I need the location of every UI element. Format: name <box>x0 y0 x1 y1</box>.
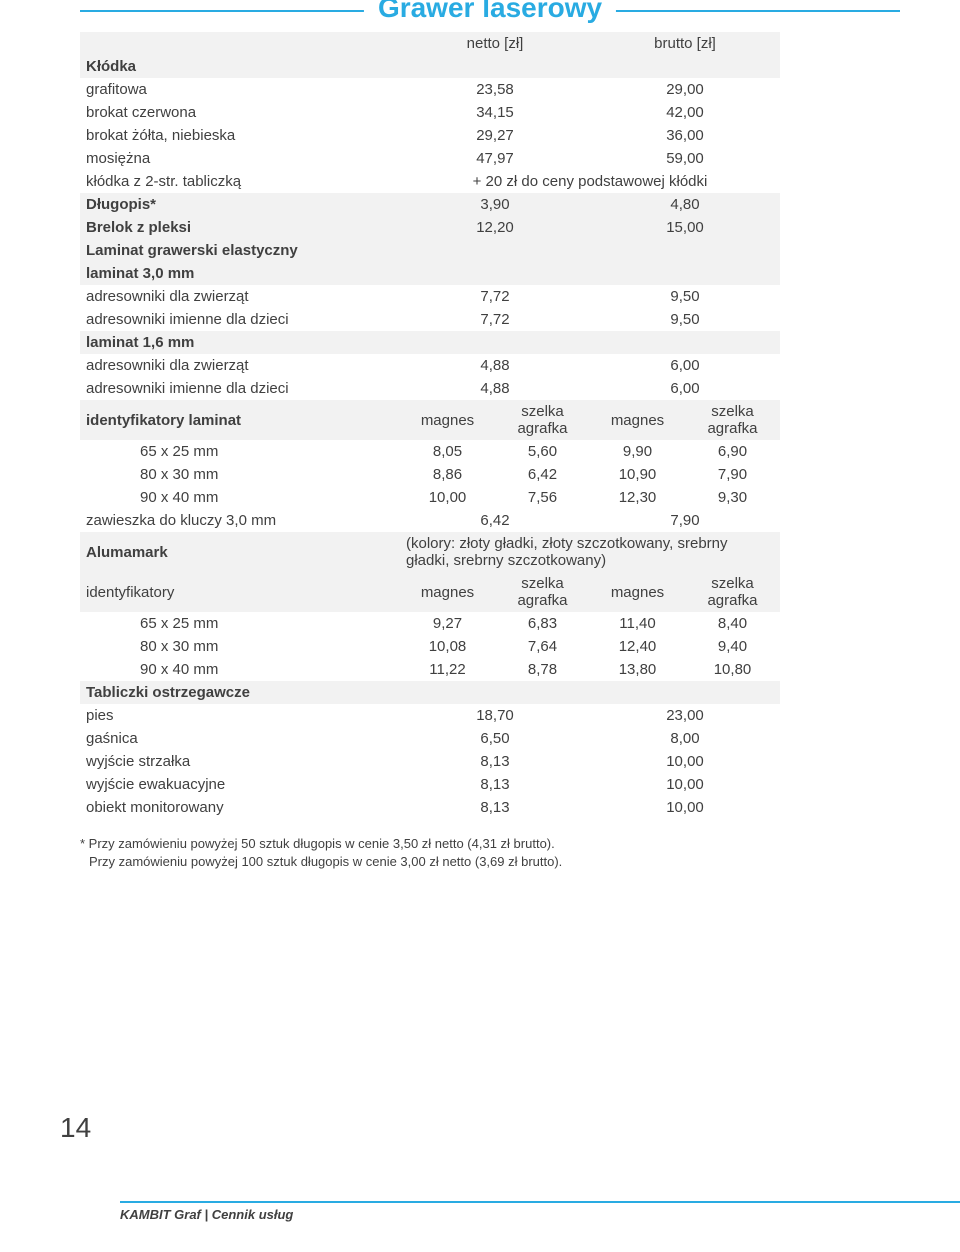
section-alumamark: Alumamark <box>80 532 400 572</box>
row-label: adresowniki imienne dla dzieci <box>80 308 400 331</box>
row-label: obiekt monitorowany <box>80 796 400 819</box>
row-label: wyjście strzałka <box>80 750 400 773</box>
row-label: gaśnica <box>80 727 400 750</box>
footnote-2: Przy zamówieniu powyżej 100 sztuk długop… <box>80 853 900 871</box>
section-klodka: Kłódka <box>80 55 780 78</box>
footer-text: KAMBIT Graf | Cennik usług <box>120 1201 960 1222</box>
row-label: 65 x 25 mm <box>80 612 400 635</box>
section-laminat: Laminat grawerski elastyczny <box>80 239 780 262</box>
row-label: 80 x 30 mm <box>80 463 400 486</box>
row-label: 90 x 40 mm <box>80 486 400 509</box>
section-identyfikatory: identyfikatory <box>80 572 400 612</box>
row-label: 80 x 30 mm <box>80 635 400 658</box>
title-rule: Grawer laserowy <box>80 10 900 12</box>
section-ident-laminat: identyfikatory laminat <box>80 400 400 440</box>
row-label: kłódka z 2-str. tabliczką <box>80 170 400 193</box>
section-brelok: Brelok z pleksi <box>80 216 400 239</box>
section-tabliczki: Tabliczki ostrzegawcze <box>80 681 780 704</box>
section-laminat30: laminat 3,0 mm <box>80 262 780 285</box>
row-label: 90 x 40 mm <box>80 658 400 681</box>
page-number: 14 <box>60 1112 91 1144</box>
section-laminat16: laminat 1,6 mm <box>80 331 780 354</box>
col-brutto: brutto [zł] <box>590 32 780 55</box>
price-table: netto [zł] brutto [zł] Kłódka grafitowa2… <box>80 32 780 819</box>
row-label: adresowniki imienne dla dzieci <box>80 377 400 400</box>
row-label: zawieszka do kluczy 3,0 mm <box>80 509 400 532</box>
row-label: brokat czerwona <box>80 101 400 124</box>
row-label: wyjście ewakuacyjne <box>80 773 400 796</box>
page-title: Grawer laserowy <box>364 0 616 24</box>
row-label: brokat żółta, niebieska <box>80 124 400 147</box>
row-label: mosiężna <box>80 147 400 170</box>
row-label: 65 x 25 mm <box>80 440 400 463</box>
row-label: pies <box>80 704 400 727</box>
col-netto: netto [zł] <box>400 32 590 55</box>
row-label: adresowniki dla zwierząt <box>80 285 400 308</box>
row-label: grafitowa <box>80 78 400 101</box>
section-dlugopis: Długopis* <box>80 193 400 216</box>
footnote-1: * Przy zamówieniu powyżej 50 sztuk długo… <box>80 835 900 853</box>
row-label: adresowniki dla zwierząt <box>80 354 400 377</box>
